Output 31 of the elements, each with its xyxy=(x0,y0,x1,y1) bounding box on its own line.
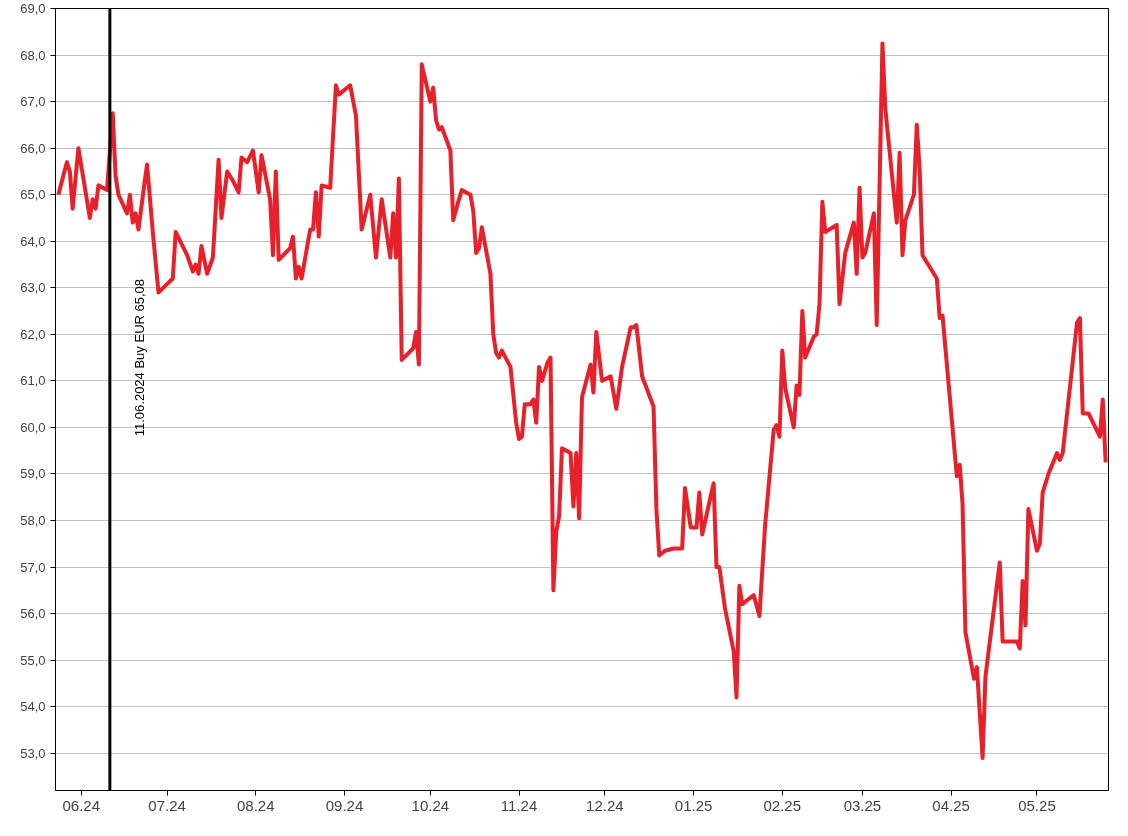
x-tick-label: 08.24 xyxy=(237,796,275,814)
y-tick-label: 60,0 xyxy=(20,419,46,435)
x-tick-label: 09.24 xyxy=(325,796,364,814)
x-tick-label: 11.24 xyxy=(500,796,538,814)
ref-line-label: 11.06.2024 Buy EUR 65,08 xyxy=(132,278,148,437)
y-tick-label: 55,0 xyxy=(20,652,46,668)
y-tick-label: 61,0 xyxy=(20,373,46,389)
x-tick-label: 04.25 xyxy=(932,796,970,814)
y-tick-label: 67,0 xyxy=(20,94,46,110)
x-tick-label: 01.25 xyxy=(674,796,713,814)
x-tick-label: 12.24 xyxy=(586,796,624,814)
y-tick-label: 65,0 xyxy=(20,187,46,203)
x-tick-label: 02.25 xyxy=(763,796,802,814)
x-tick-label: 05.25 xyxy=(1018,796,1056,814)
y-tick-label: 59,0 xyxy=(20,466,46,482)
line-series xyxy=(56,41,1108,760)
y-tick-label: 54,0 xyxy=(20,699,46,715)
y-tick-label: 62,0 xyxy=(20,326,46,342)
y-tick-label: 64,0 xyxy=(20,233,46,249)
x-tick-label: 07.24 xyxy=(148,796,186,814)
y-tick-label: 58,0 xyxy=(20,513,46,529)
x-tick-label: 06.24 xyxy=(62,796,101,814)
y-tick-label: 69,0 xyxy=(20,1,46,16)
x-tick-label: 03.25 xyxy=(843,796,882,814)
y-tick-label: 56,0 xyxy=(20,606,46,622)
x-tick-label: 10.24 xyxy=(411,796,450,814)
y-tick-label: 63,0 xyxy=(20,280,46,296)
y-tick-label: 53,0 xyxy=(20,745,46,761)
y-tick-label: 66,0 xyxy=(20,140,46,156)
y-tick-label: 57,0 xyxy=(20,559,46,575)
y-tick-label: 68,0 xyxy=(20,47,46,63)
